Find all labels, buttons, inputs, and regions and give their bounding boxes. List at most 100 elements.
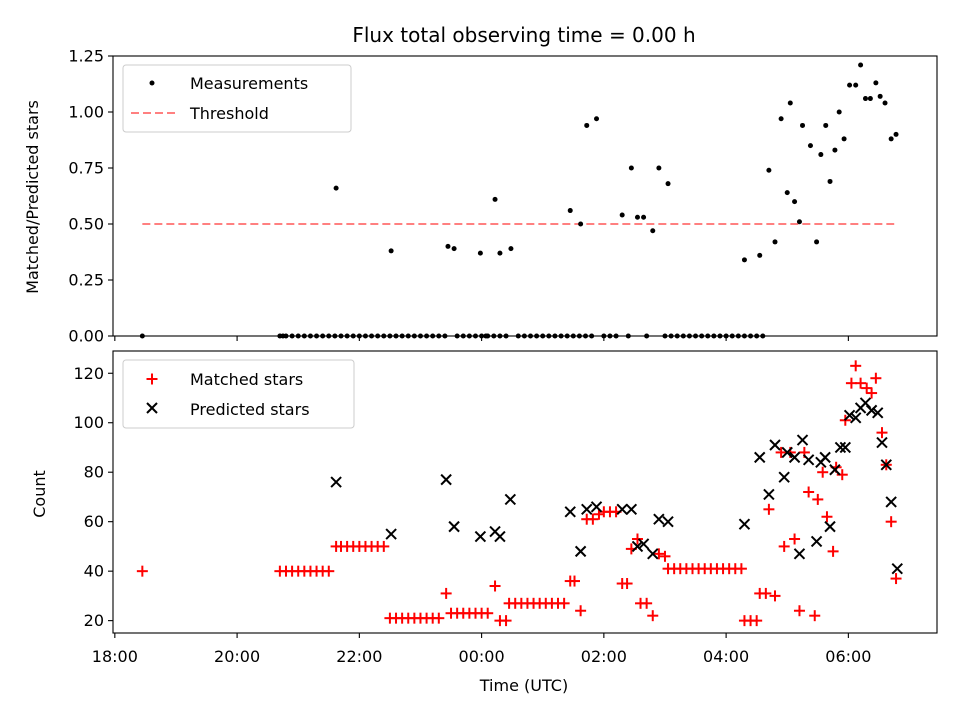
measurement-point	[827, 178, 833, 184]
measurement-point	[508, 246, 514, 252]
predicted-star-marker	[625, 503, 638, 516]
measurement-point	[796, 219, 802, 225]
matched-star-marker	[136, 565, 148, 577]
matched-star-marker	[812, 493, 824, 505]
matched-star-marker	[558, 597, 570, 609]
predicted-star-marker	[793, 548, 806, 560]
predicted-star-marker	[788, 451, 801, 464]
measurement-point	[445, 243, 451, 249]
measurement-point	[847, 82, 853, 88]
matched-star-marker	[323, 565, 335, 577]
matched-star-marker	[769, 590, 781, 602]
x-tick-label: 04:00	[703, 647, 749, 666]
matched-star-marker	[789, 533, 801, 545]
matched-star-marker	[735, 563, 747, 575]
predicted-star-marker	[839, 441, 852, 454]
predicted-star-marker	[865, 404, 878, 417]
measurement-point	[893, 131, 899, 137]
top-y-tick-label: 1.25	[68, 47, 104, 66]
measurement-point	[841, 136, 847, 142]
predicted-star-marker	[754, 451, 766, 464]
matched-star-marker	[760, 587, 772, 599]
measurement-point	[584, 122, 590, 128]
matched-star-marker	[763, 503, 775, 515]
top-axes-frame	[112, 55, 938, 337]
measurement-point	[492, 196, 498, 202]
predicted-star-marker	[880, 459, 892, 471]
measurement-point	[641, 214, 647, 220]
predicted-star-marker	[876, 436, 888, 449]
matched-star-marker	[876, 427, 888, 439]
measurement-point	[862, 96, 868, 102]
matched-star-marker	[440, 587, 452, 599]
matched-star-marker	[775, 446, 787, 458]
matched-star-marker	[827, 545, 839, 557]
matched-star-marker	[890, 573, 902, 585]
measurement-point	[877, 93, 883, 99]
measurement-point	[757, 252, 763, 258]
predicted-star-marker	[564, 506, 576, 518]
predicted-star-marker	[843, 409, 856, 422]
matched-star-marker	[751, 615, 763, 627]
predicted-star-marker	[330, 476, 342, 488]
measurement-point	[832, 147, 838, 153]
measurement-point	[333, 185, 339, 191]
measurement-point	[858, 62, 864, 68]
predicted-star-marker	[778, 471, 790, 483]
top-y-tick-label: 0.50	[68, 215, 104, 234]
top-y-tick-label: 0.00	[68, 327, 104, 346]
matched-star-marker	[641, 597, 653, 609]
predicted-star-marker	[763, 488, 775, 501]
predicted-star-marker	[871, 407, 884, 419]
measurement-point	[497, 250, 503, 256]
top-legend-box	[122, 64, 352, 133]
legend-marker-predicted-stars	[146, 402, 158, 414]
predicted-star-marker	[781, 446, 793, 459]
predicted-star-marker	[448, 520, 460, 533]
matched-star-marker	[489, 580, 501, 592]
measurement-point	[772, 239, 778, 245]
bottom-y-tick-label: 100	[73, 413, 104, 432]
x-axis-label: Time (UTC)	[479, 676, 568, 695]
bottom-plot-area: 20 40 60 80 100 120 18:00 20:00 22:00 00:00 02:00 0…	[73, 350, 938, 666]
predicted-star-marker	[810, 535, 823, 548]
measurement-point	[853, 82, 859, 88]
measurement-point	[882, 100, 888, 106]
matched-star-marker	[850, 360, 862, 372]
matched-star-marker	[587, 513, 599, 525]
measurement-point	[792, 199, 798, 205]
measurement-point	[800, 122, 806, 128]
chart-title: Flux total observing time = 0.00 h	[352, 23, 695, 47]
matched-star-marker	[778, 540, 790, 552]
measurement-point	[619, 212, 625, 218]
matched-star-marker	[821, 511, 833, 523]
bottom-y-tick-label: 40	[84, 562, 104, 581]
bottom-panel: 20 40 60 80 100 120 18:00 20:00 22:00 00:00 02:00 0…	[30, 350, 938, 695]
top-plot-area: 0.00 0.25 0.50 0.75 1.00 1.25	[68, 47, 938, 346]
measurement-point	[867, 96, 873, 102]
legend-marker-measurements	[149, 80, 155, 86]
matched-star-marker	[575, 605, 587, 617]
measurement-point	[628, 165, 634, 171]
matched-star-marker	[885, 516, 897, 528]
legend-label-matched-stars: Matched stars	[190, 370, 303, 389]
predicted-star-marker	[796, 434, 809, 446]
matched-star-marker	[803, 486, 815, 498]
bottom-legend: Matched stars Predicted stars	[122, 359, 355, 429]
predicted-star-marker	[891, 562, 903, 575]
x-tick-label: 22:00	[336, 647, 382, 666]
predicted-star-marker	[829, 464, 841, 476]
bottom-y-axis-label: Count	[30, 470, 49, 518]
measurement-point	[665, 181, 671, 187]
predicted-star-marker	[474, 530, 487, 543]
predicted-star-marker	[834, 441, 847, 454]
predicted-star-marker	[637, 538, 650, 550]
predicted-star-marker	[590, 501, 603, 513]
predicted-star-marker	[769, 439, 781, 451]
legend-marker-matched-stars	[146, 373, 158, 385]
predicted-star-marker	[494, 530, 506, 543]
measurement-point	[594, 116, 600, 122]
measurement-point	[451, 246, 457, 252]
predicted-star-marker	[574, 545, 587, 558]
